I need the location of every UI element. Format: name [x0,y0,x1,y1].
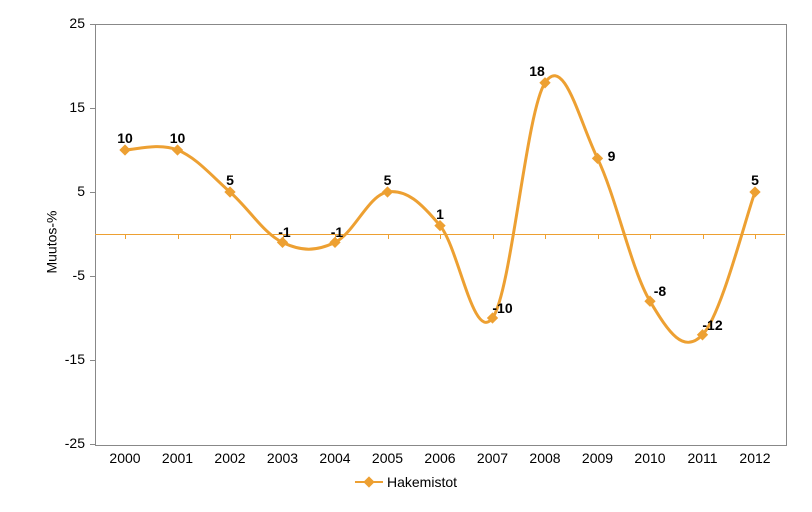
legend-label: Hakemistot [387,474,457,490]
x-tick-mark [178,234,179,239]
data-label: 9 [608,148,616,164]
series-marker [119,144,130,155]
x-tick-mark [545,234,546,239]
x-tick-mark [230,234,231,239]
data-label: -10 [492,300,512,316]
x-tick-mark [440,234,441,239]
x-tick-label: 2012 [730,450,780,466]
y-tick-mark [90,108,95,109]
y-tick-mark [90,24,95,25]
y-tick-label: -25 [45,435,85,451]
x-tick-label: 2011 [678,450,728,466]
x-tick-label: 2007 [468,450,518,466]
x-tick-label: 2001 [153,450,203,466]
series-marker [172,144,183,155]
y-tick-mark [90,276,95,277]
legend-marker [355,476,383,488]
series-marker [749,186,760,197]
x-tick-label: 2005 [363,450,413,466]
x-tick-label: 2008 [520,450,570,466]
legend: Hakemistot [355,474,457,490]
y-tick-label: 5 [45,183,85,199]
data-label: 10 [117,130,133,146]
data-label: 18 [529,63,545,79]
data-label: -1 [331,224,343,240]
line-layer [0,0,812,512]
data-label: 10 [170,130,186,146]
data-label: 1 [436,206,444,222]
data-label: 5 [751,172,759,188]
x-tick-mark [650,234,651,239]
x-tick-mark [755,234,756,239]
data-label: 5 [226,172,234,188]
y-tick-mark [90,360,95,361]
x-tick-mark [598,234,599,239]
y-tick-label: 25 [45,15,85,31]
x-tick-mark [703,234,704,239]
y-tick-label: 15 [45,99,85,115]
y-tick-label: -15 [45,351,85,367]
x-tick-mark [493,234,494,239]
y-tick-label: -5 [45,267,85,283]
x-tick-label: 2010 [625,450,675,466]
x-tick-label: 2003 [258,450,308,466]
x-tick-mark [388,234,389,239]
data-label: -8 [654,283,666,299]
y-tick-mark [90,192,95,193]
x-tick-label: 2000 [100,450,150,466]
x-tick-mark [125,234,126,239]
legend-diamond-icon [363,476,374,487]
data-label: -12 [702,317,722,333]
series-marker [382,186,393,197]
x-tick-label: 2004 [310,450,360,466]
data-label: -1 [278,224,290,240]
x-tick-label: 2002 [205,450,255,466]
y-axis-label: Muutos-% [44,210,60,273]
chart-container: Muutos-% Hakemistot -25-15-5515252000200… [0,0,812,512]
x-tick-label: 2006 [415,450,465,466]
y-tick-mark [90,444,95,445]
x-tick-label: 2009 [573,450,623,466]
data-label: 5 [384,172,392,188]
series-marker [592,153,603,164]
